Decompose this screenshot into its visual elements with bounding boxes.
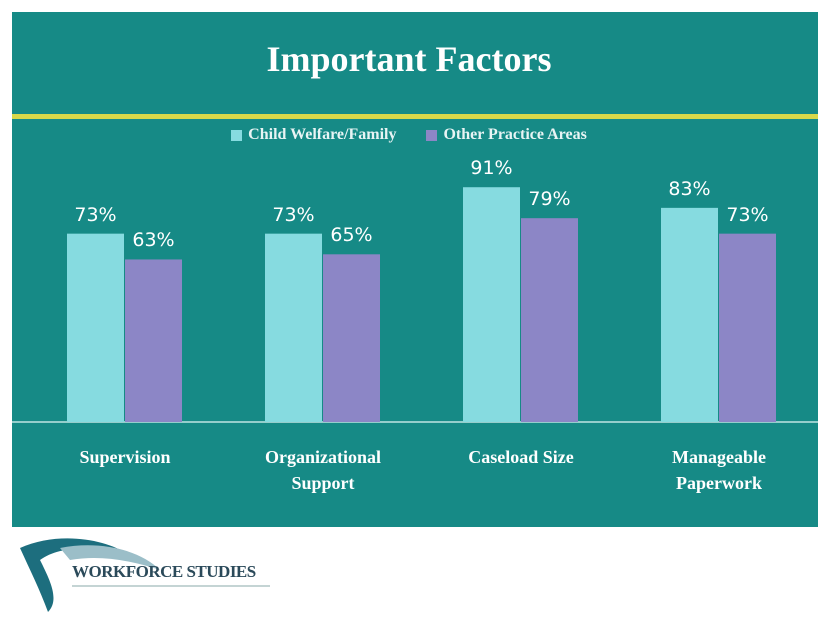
bar bbox=[67, 233, 124, 422]
legend-swatch bbox=[426, 129, 438, 141]
bar bbox=[521, 218, 578, 422]
bar bbox=[719, 233, 776, 422]
bar bbox=[661, 207, 718, 422]
bar bbox=[265, 233, 322, 422]
data-label: 79% bbox=[528, 188, 571, 211]
data-label: 83% bbox=[668, 177, 711, 200]
data-label: 63% bbox=[132, 229, 175, 252]
logo-text: WORKFORCE STUDIES bbox=[72, 562, 256, 581]
x-tick-label: Caseload Size bbox=[468, 447, 574, 467]
legend-label: Other Practice Areas bbox=[443, 126, 587, 143]
bar bbox=[323, 254, 380, 422]
data-label: 73% bbox=[74, 203, 117, 226]
bar bbox=[125, 259, 182, 422]
data-label: 65% bbox=[330, 224, 373, 247]
divider bbox=[12, 114, 818, 119]
logo-swoosh bbox=[60, 545, 160, 570]
bar bbox=[463, 187, 520, 422]
legend-item: Other Practice Areas bbox=[426, 126, 587, 144]
legend-item: Child Welfare/Family bbox=[231, 126, 396, 144]
legend-label: Child Welfare/Family bbox=[248, 126, 397, 143]
x-tick-label: Supervision bbox=[79, 447, 171, 467]
data-label: 91% bbox=[470, 157, 513, 180]
data-label: 73% bbox=[726, 203, 769, 226]
legend-swatch bbox=[231, 129, 243, 141]
data-label: 73% bbox=[272, 203, 315, 226]
chart-title: Important Factors bbox=[266, 39, 552, 79]
x-tick-label: Manageable Paperwork bbox=[672, 447, 766, 493]
logo-swoosh bbox=[20, 538, 130, 612]
legend: Child Welfare/Family Other Practice Areas bbox=[0, 126, 818, 144]
x-tick-label: Organizational Support bbox=[265, 447, 381, 493]
